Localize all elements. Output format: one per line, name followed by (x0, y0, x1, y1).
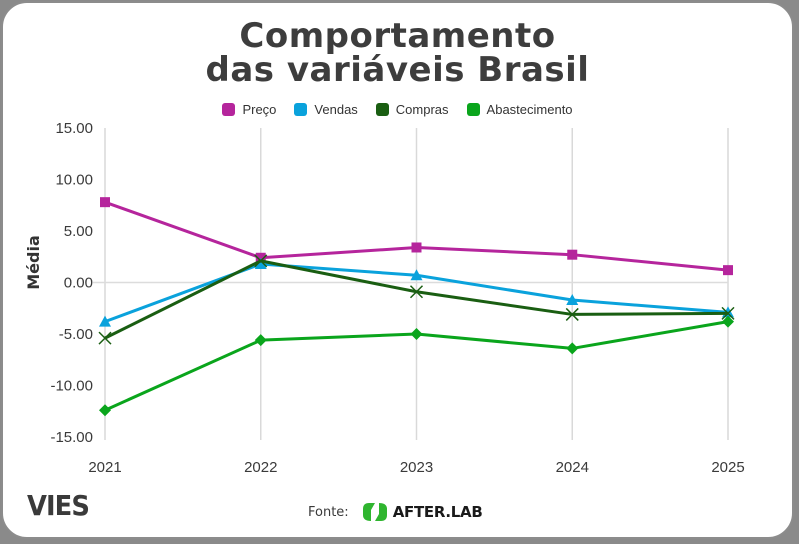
data-point-square (567, 249, 578, 260)
legend-label-preco: Preço (242, 102, 277, 117)
data-point-triangle (566, 294, 579, 306)
legend-label-vendas: Vendas (314, 102, 358, 117)
data-point-x (721, 306, 735, 320)
data-point-x (409, 285, 424, 299)
legend-swatch-abastecimento (466, 103, 480, 116)
x-tick-label: 2025 (711, 459, 744, 476)
legend-swatch-compras (375, 103, 389, 116)
grid (93, 128, 729, 440)
x-tick-label: 2022 (244, 459, 277, 476)
series (98, 197, 735, 417)
data-point-x (565, 307, 579, 321)
chart-title: Comportamento das variáveis Brasil (3, 19, 792, 87)
data-point-diamond (722, 315, 734, 328)
series-abastecimento (99, 315, 734, 417)
y-tick-label: 10.00 (55, 172, 93, 189)
chart-legend: Preço Vendas Compras Abastecimento (3, 102, 792, 117)
data-point-diamond (99, 404, 111, 417)
legend-item-preco[interactable]: Preço (222, 102, 276, 117)
legend-item-vendas[interactable]: Vendas (294, 102, 358, 117)
y-tick-label: -10.00 (50, 378, 93, 395)
data-point-triangle (410, 269, 423, 281)
line-chart: 15.00 10.00 5.00 0.00 -5.00 -10.00 -15.00 2021… (24, 120, 745, 476)
chart-title-line-1: Comportamento (239, 16, 556, 56)
data-point-x (98, 331, 112, 345)
legend-item-abastecimento[interactable]: Abastecimento (466, 102, 573, 117)
data-point-triangle (254, 257, 267, 269)
data-point-triangle (99, 315, 111, 327)
data-point-square (100, 197, 110, 208)
data-point-diamond (410, 328, 423, 340)
source-credit: Fonte: AFTER.LAB (308, 501, 483, 523)
data-point-square (411, 242, 422, 253)
y-axis: 15.00 10.00 5.00 0.00 -5.00 -10.00 -15.00 (50, 120, 93, 446)
data-point-diamond (254, 334, 267, 347)
x-tick-label: 2024 (556, 459, 589, 476)
x-axis: 2021 2022 2023 2024 2025 (88, 459, 744, 476)
afterlab-logo-text: AFTER.LAB (392, 503, 483, 521)
y-tick-label: 0.00 (64, 275, 93, 292)
data-point-square (255, 252, 266, 263)
legend-swatch-preco (222, 103, 236, 116)
afterlab-logo: AFTER.LAB (361, 501, 483, 523)
data-point-diamond (566, 342, 579, 355)
source-label: Fonte: (308, 504, 349, 520)
data-point-square (723, 265, 733, 276)
y-axis-label: Média (24, 235, 43, 290)
chart-title-line-2: das variáveis Brasil (205, 50, 590, 90)
data-point-x (254, 254, 268, 268)
y-tick-label: 15.00 (55, 120, 93, 137)
legend-swatch-vendas (294, 103, 308, 116)
series-compras (98, 254, 735, 345)
y-tick-label: -5.00 (59, 326, 93, 343)
y-tick-label: -15.00 (50, 429, 93, 446)
vies-logo: VIES (27, 489, 90, 522)
x-tick-label: 2023 (400, 459, 433, 476)
legend-item-compras[interactable]: Compras (375, 102, 449, 117)
series-preço (100, 197, 733, 276)
legend-label-compras: Compras (395, 102, 449, 117)
legend-label-abastecimento: Abastecimento (486, 102, 573, 117)
afterlab-mark-icon (362, 503, 387, 521)
y-tick-label: 5.00 (64, 223, 93, 240)
x-tick-label: 2021 (88, 459, 121, 476)
